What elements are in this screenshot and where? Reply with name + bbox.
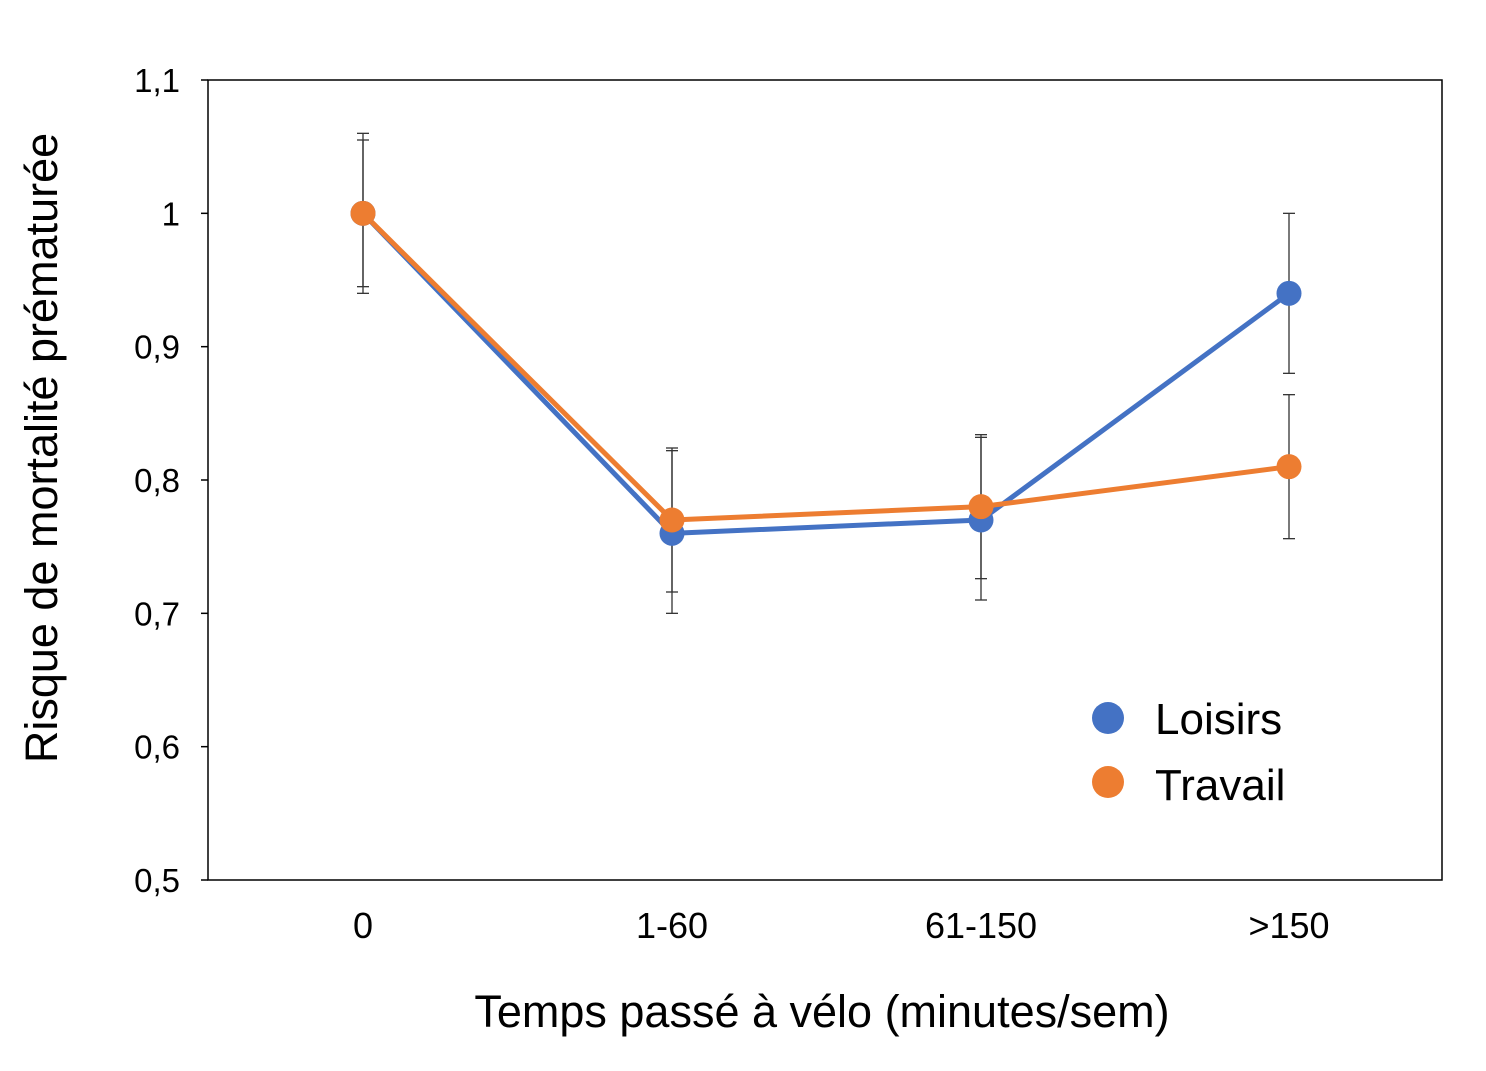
x-tick-label: 1-60 <box>636 905 708 946</box>
legend-marker-travail <box>1092 766 1124 798</box>
data-point-travail <box>1276 454 1302 480</box>
x-axis: 0 1-60 61-150 >150 <box>353 905 1330 946</box>
legend-label-travail: Travail <box>1155 761 1285 810</box>
series-line-loisirs <box>361 211 1291 536</box>
data-point-travail <box>968 494 994 520</box>
y-tick-label: 0,6 <box>134 729 180 766</box>
x-axis-title: Temps passé à vélo (minutes/sem) <box>474 986 1169 1037</box>
y-axis-title: Risque de mortalité prématurée <box>16 133 67 763</box>
series-line-travail <box>361 211 1290 523</box>
data-point-travail <box>350 200 376 226</box>
x-tick-label: >150 <box>1248 905 1329 946</box>
y-axis: 0,5 0,6 0,7 0,8 0,9 1 1,1 <box>134 62 208 899</box>
plot-area <box>207 79 1443 881</box>
series-lines <box>361 211 1291 536</box>
legend-label-loisirs: Loisirs <box>1155 695 1282 744</box>
y-tick-label: 1 <box>162 195 180 232</box>
data-point-travail <box>659 507 685 533</box>
x-tick-label: 61-150 <box>925 905 1037 946</box>
data-point-loisirs <box>1276 280 1302 306</box>
series-points <box>350 200 1302 546</box>
legend: Loisirs Travail <box>1092 695 1285 810</box>
legend-marker-loisirs <box>1092 702 1124 734</box>
y-tick-label: 0,5 <box>134 862 180 899</box>
x-tick-label: 0 <box>353 905 373 946</box>
y-tick-label: 0,8 <box>134 462 180 499</box>
y-tick-label: 0,7 <box>134 595 180 632</box>
y-tick-label: 1,1 <box>134 62 180 99</box>
y-tick-label: 0,9 <box>134 329 180 366</box>
